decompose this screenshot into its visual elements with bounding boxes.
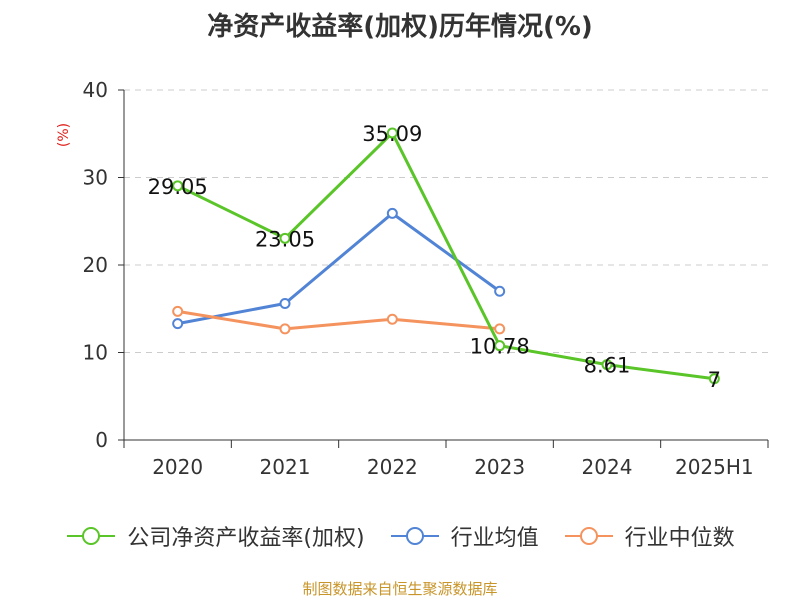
data-point <box>601 359 613 371</box>
chart-title: 净资产收益率(加权)历年情况(%) <box>207 12 593 42</box>
y-tick-label: 30 <box>83 166 108 190</box>
data-label: 7 <box>708 368 721 392</box>
data-labels: 29.05 23.05 35.09 10.78 8.61 7 <box>148 122 721 392</box>
data-point <box>172 305 184 317</box>
series-line <box>177 211 501 326</box>
data-point <box>172 180 184 192</box>
data-point <box>279 232 291 244</box>
legend-item-industry-mean[interactable]: 行业均值 <box>389 520 539 552</box>
data-point <box>494 340 506 352</box>
y-tick-label: 10 <box>83 341 108 365</box>
legend-marker-company <box>67 527 116 545</box>
data-point <box>172 318 184 330</box>
grid-lines <box>124 89 768 353</box>
legend-label-industry-median: 行业中位数 <box>624 526 735 551</box>
legend-label-company: 公司净资产收益率(加权) <box>127 526 365 551</box>
data-point <box>386 207 398 219</box>
series-line <box>177 131 715 381</box>
x-tick-label: 2024 <box>582 455 633 479</box>
y-tick-label: 20 <box>83 253 108 277</box>
data-source-note: 制图数据来自恒生聚源数据库 <box>302 580 498 598</box>
series-line <box>177 309 500 331</box>
x-tick-label: 2020 <box>152 455 203 479</box>
data-point <box>279 298 291 309</box>
data-label: 8.61 <box>584 354 631 378</box>
y-tick-label: 40 <box>83 78 108 102</box>
data-point <box>494 323 506 335</box>
x-tick-label: 2025H1 <box>675 455 754 479</box>
legend: 公司净资产收益率(加权) 行业均值 行业中位数 <box>0 520 800 552</box>
axes: 0 10 20 30 40 2020 2021 2022 2023 2024 2025H1 <box>83 78 769 479</box>
legend-item-industry-median[interactable]: 行业中位数 <box>563 520 735 552</box>
data-label: 10.78 <box>470 335 530 359</box>
data-point <box>386 313 398 325</box>
x-tick-label: 2021 <box>260 455 311 479</box>
data-label: 23.05 <box>255 227 315 251</box>
data-point <box>708 373 720 385</box>
legend-marker-industry-mean <box>390 527 439 545</box>
legend-label-industry-mean: 行业均值 <box>450 526 539 551</box>
data-label: 29.05 <box>148 175 208 199</box>
x-tick-label: 2023 <box>474 455 525 479</box>
legend-marker-industry-median <box>564 527 613 545</box>
legend-item-company[interactable]: 公司净资产收益率(加权) <box>65 520 365 552</box>
data-point <box>279 323 291 335</box>
data-label: 35.09 <box>362 122 422 146</box>
x-tick-label: 2022 <box>367 455 418 479</box>
series-lines <box>172 127 720 385</box>
y-tick-label: 0 <box>95 428 108 452</box>
data-point <box>386 127 398 139</box>
data-point <box>494 285 506 297</box>
